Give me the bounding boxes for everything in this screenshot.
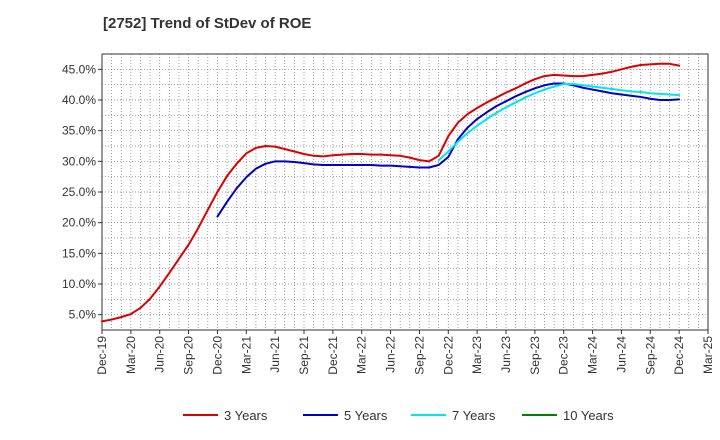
y-tick-label: 45.0% [62,62,96,76]
x-tick-label: Mar-23 [470,336,484,374]
x-tick-label: Mar-20 [124,336,138,374]
x-tick-label: Mar-21 [239,336,253,374]
legend: 3 Years 5 Years 7 Years 10 Years [183,408,614,423]
x-tick-label: Mar-24 [586,336,600,374]
x-tick-label: Jun-21 [268,336,282,373]
x-tick-label: Jun-22 [384,336,398,373]
x-tick-label: Jun-20 [153,336,167,373]
y-tick-label: 40.0% [62,93,96,107]
x-tick-label: Dec-24 [672,336,686,375]
grid-lines [102,54,708,330]
x-tick-label: Dec-19 [95,336,109,375]
x-tick-label: Dec-23 [557,336,571,375]
legend-label-7-years: 7 Years [452,408,496,423]
x-tick-label: Jun-24 [614,336,628,373]
x-tick-label: Sep-24 [643,336,657,375]
y-axis-ticks: 5.0% 10.0% 15.0% 20.0% 25.0% 30.0% 35.0% 40.0% 4… [62,62,102,322]
series-line-7-years [437,83,681,162]
series-lines [101,62,681,323]
x-axis-ticks: Dec-19 Mar-20 Jun-20 Sep-20 Dec-20 Mar-21 Jun-… [95,330,715,375]
legend-label-3-years: 3 Years [224,408,268,423]
x-tick-label: Sep-21 [297,336,311,375]
x-tick-label: Dec-22 [441,336,455,375]
chart-title: [2752] Trend of StDev of ROE [103,15,312,32]
series-line-3-years [101,62,681,323]
y-tick-label: 15.0% [62,246,96,260]
y-tick-label: 5.0% [69,308,97,322]
y-tick-label: 25.0% [62,185,96,199]
x-tick-label: Dec-21 [326,336,340,375]
y-tick-label: 35.0% [62,124,96,138]
x-tick-label: Sep-20 [182,336,196,375]
x-tick-label: Sep-23 [528,336,542,375]
x-tick-label: Mar-25 [701,336,715,374]
legend-label-10-years: 10 Years [563,408,614,423]
series-line-5-years [216,82,681,218]
x-tick-label: Dec-20 [210,336,224,375]
x-tick-label: Mar-22 [355,336,369,374]
legend-label-5-years: 5 Years [344,408,388,423]
y-tick-label: 10.0% [62,277,96,291]
x-tick-label: Jun-23 [499,336,513,373]
y-tick-label: 20.0% [62,216,96,230]
y-tick-label: 30.0% [62,154,96,168]
x-tick-label: Sep-22 [412,336,426,375]
